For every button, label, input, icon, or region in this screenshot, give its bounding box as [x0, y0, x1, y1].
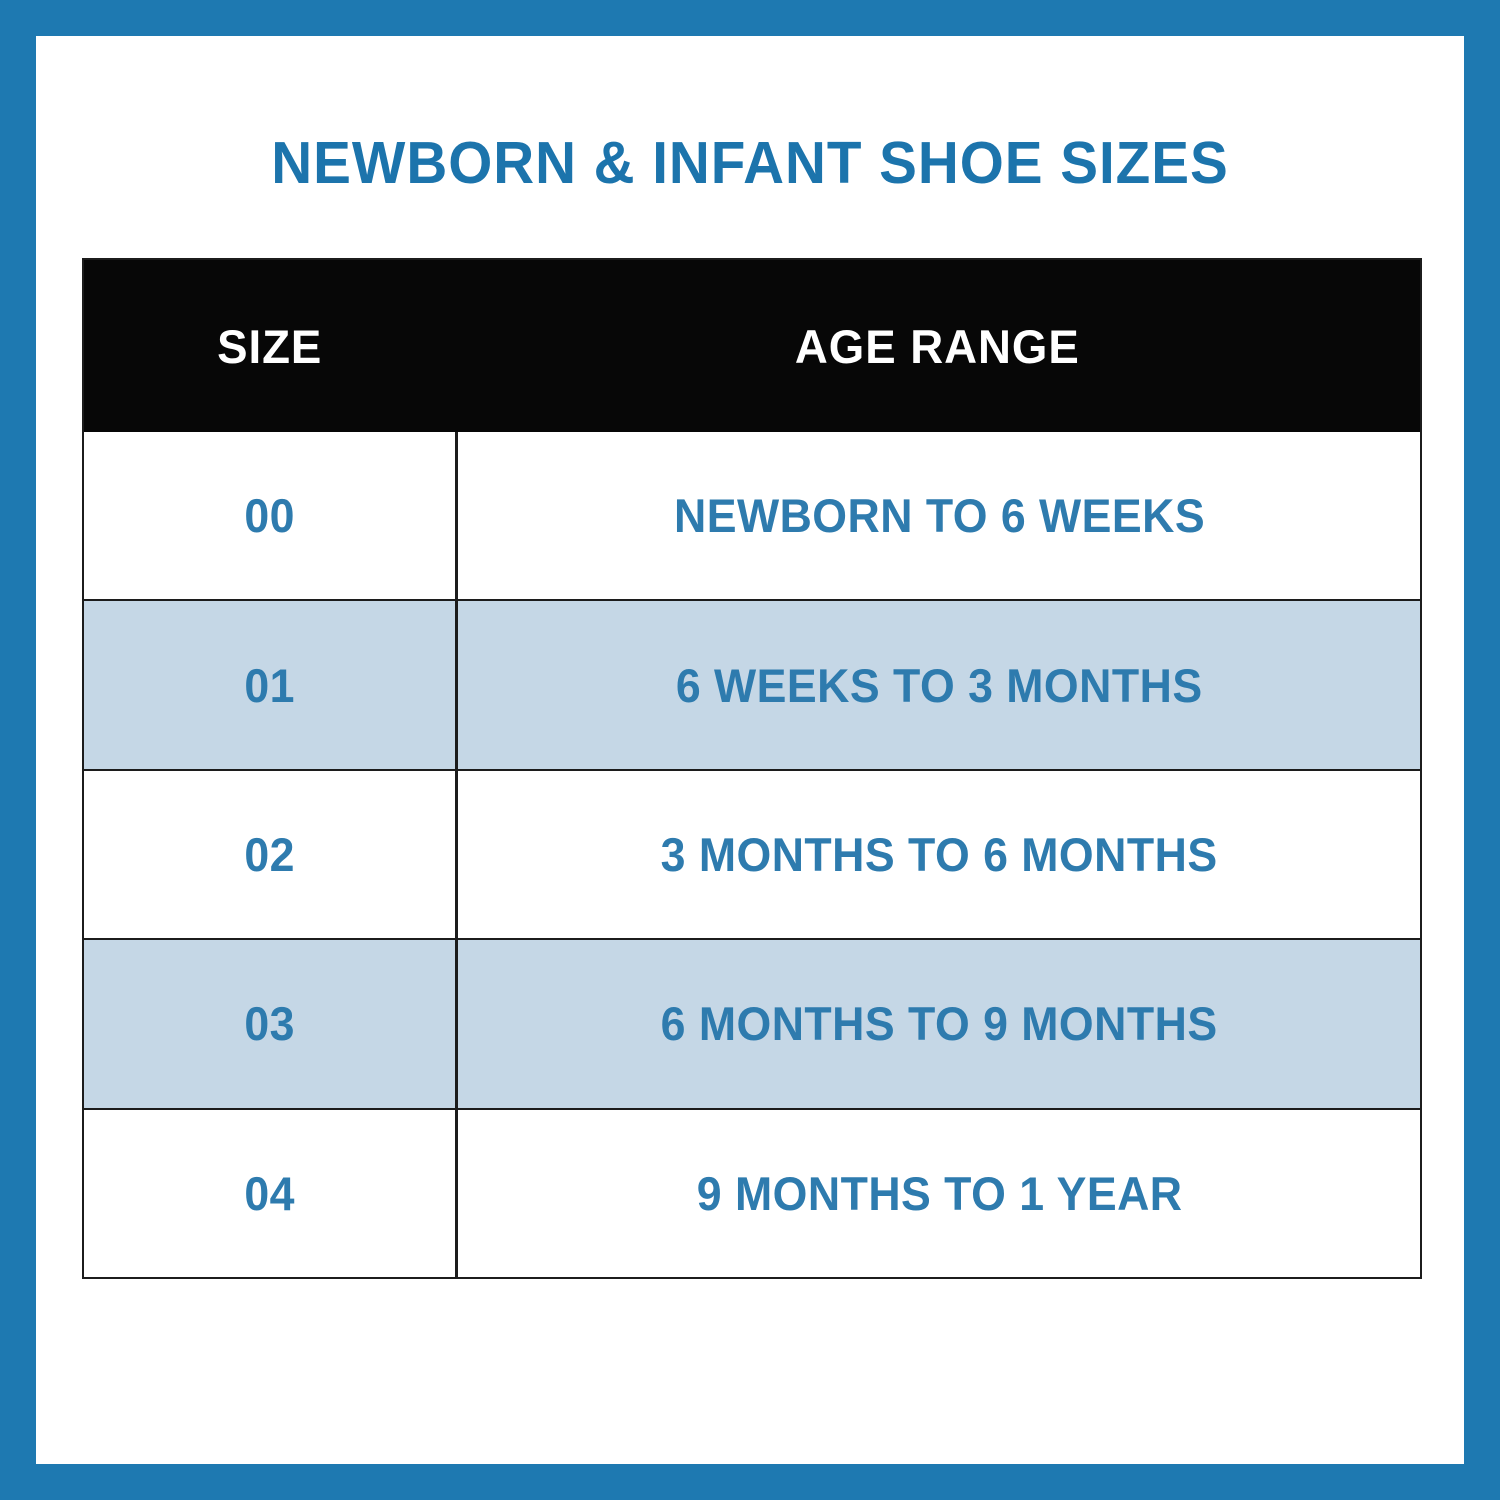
age-range-value: NEWBORN TO 6 WEEKS — [673, 489, 1205, 543]
table-row: 04 9 MONTHS TO 1 YEAR — [84, 1107, 1420, 1278]
size-value: 02 — [244, 828, 296, 882]
table-header-row: SIZE AGE RANGE — [84, 260, 1420, 432]
header-size: SIZE — [217, 319, 323, 373]
table-row: 02 3 MONTHS TO 6 MONTHS — [84, 768, 1420, 939]
size-cell: 01 — [84, 601, 455, 768]
shoe-size-table: SIZE AGE RANGE 00 NEWBORN TO 6 WEEKS 01 … — [82, 258, 1422, 1279]
page-title: NEWBORN & INFANT SHOE SIZES — [271, 130, 1229, 196]
size-value: 01 — [244, 658, 296, 712]
age-range-cell: NEWBORN TO 6 WEEKS — [455, 432, 1420, 600]
age-range-cell: 9 MONTHS TO 1 YEAR — [455, 1109, 1420, 1278]
table-row: 00 NEWBORN TO 6 WEEKS — [84, 432, 1420, 600]
size-value: 04 — [244, 1166, 296, 1220]
size-cell: 03 — [84, 940, 455, 1107]
age-range-value: 6 WEEKS TO 3 MONTHS — [675, 658, 1203, 712]
size-cell: 00 — [84, 432, 455, 599]
age-range-cell: 3 MONTHS TO 6 MONTHS — [455, 770, 1420, 939]
size-cell: 04 — [84, 1110, 455, 1277]
size-value: 00 — [244, 489, 296, 543]
header-age-range: AGE RANGE — [795, 319, 1081, 373]
table-row: 01 6 WEEKS TO 3 MONTHS — [84, 599, 1420, 769]
age-range-value: 9 MONTHS TO 1 YEAR — [696, 1166, 1183, 1220]
age-range-value: 3 MONTHS TO 6 MONTHS — [660, 828, 1218, 882]
age-range-value: 6 MONTHS TO 9 MONTHS — [660, 997, 1218, 1051]
size-value: 03 — [244, 997, 296, 1051]
age-range-cell: 6 WEEKS TO 3 MONTHS — [455, 601, 1420, 769]
table-row: 03 6 MONTHS TO 9 MONTHS — [84, 938, 1420, 1108]
size-cell: 02 — [84, 771, 455, 938]
infographic-canvas: NEWBORN & INFANT SHOE SIZES SIZE AGE RAN… — [36, 36, 1464, 1464]
age-range-cell: 6 MONTHS TO 9 MONTHS — [455, 940, 1420, 1108]
